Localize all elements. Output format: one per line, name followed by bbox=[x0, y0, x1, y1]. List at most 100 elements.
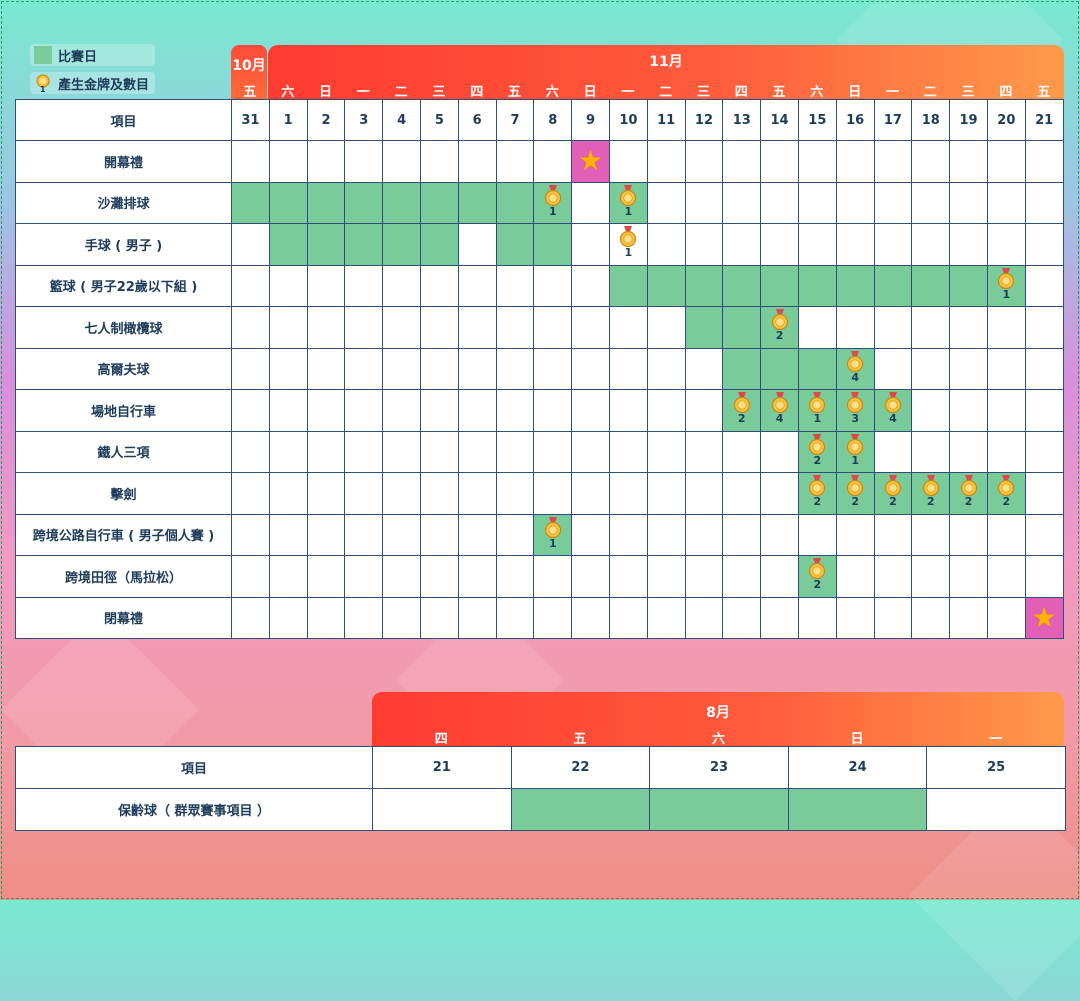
schedule-cell bbox=[760, 264, 799, 307]
legend: 比賽日 1 產生金牌及數目 bbox=[30, 44, 156, 100]
date-cell: 6 bbox=[457, 99, 497, 141]
schedule-cell bbox=[608, 555, 648, 598]
header-item-label: 項目 bbox=[15, 746, 373, 789]
schedule-table-august: 項目 21 22 23 24 25 保齡球（ 群眾賽事項目 ） bbox=[15, 746, 1066, 831]
medal-count: 1 bbox=[851, 453, 859, 467]
gold-medal-icon: 2 bbox=[731, 392, 753, 428]
schedule-cell bbox=[533, 223, 573, 266]
schedule-cell bbox=[510, 788, 651, 831]
date-cell: 21 bbox=[1024, 99, 1064, 141]
schedule-cell bbox=[382, 389, 421, 432]
schedule-cell bbox=[646, 347, 686, 390]
schedule-cell bbox=[306, 555, 346, 598]
schedule-cell bbox=[797, 181, 837, 224]
schedule-cell bbox=[684, 389, 724, 432]
medal-count: 4 bbox=[851, 370, 859, 384]
schedule-cell bbox=[722, 430, 762, 473]
schedule-cell bbox=[873, 596, 913, 639]
event-label: 跨境公路自行車 ( 男子個人賽 ) bbox=[15, 513, 232, 556]
schedule-cell bbox=[457, 513, 497, 556]
schedule-cell bbox=[684, 140, 724, 183]
schedule-cell bbox=[926, 788, 1066, 831]
schedule-cell bbox=[684, 596, 724, 639]
schedule-cell bbox=[268, 430, 308, 473]
schedule-cell bbox=[835, 596, 875, 639]
schedule-cell: 4 bbox=[835, 347, 875, 390]
medal-count: 2 bbox=[851, 495, 859, 509]
schedule-cell bbox=[231, 264, 270, 307]
date-cell: 13 bbox=[722, 99, 762, 141]
schedule-cell bbox=[646, 181, 686, 224]
date-cell: 22 bbox=[510, 746, 651, 789]
date-cell: 8 bbox=[533, 99, 573, 141]
schedule-cell bbox=[571, 306, 610, 349]
schedule-cell bbox=[306, 223, 346, 266]
medal-count: 2 bbox=[813, 495, 822, 509]
schedule-cell bbox=[382, 555, 421, 598]
schedule-cell bbox=[684, 472, 724, 515]
schedule-cell bbox=[722, 513, 762, 556]
event-row: 沙灘排球 1 1 bbox=[15, 181, 1064, 224]
schedule-cell bbox=[457, 223, 497, 266]
schedule-cell bbox=[231, 555, 270, 598]
schedule-cell bbox=[268, 140, 308, 183]
medal-count: 4 bbox=[775, 412, 784, 426]
schedule-cell bbox=[608, 596, 648, 639]
event-label: 場地自行車 bbox=[15, 389, 232, 432]
gold-medal-icon: 1 bbox=[542, 516, 564, 553]
schedule-cell bbox=[344, 306, 384, 349]
schedule-cell bbox=[949, 306, 988, 349]
medal-count: 2 bbox=[813, 578, 822, 592]
schedule-cell bbox=[419, 264, 459, 307]
schedule-cell bbox=[571, 264, 610, 307]
schedule-cell bbox=[835, 264, 875, 307]
schedule-cell bbox=[684, 555, 724, 598]
schedule-cell bbox=[608, 430, 648, 473]
schedule-cell bbox=[382, 596, 421, 639]
gold-medal-icon: 2 bbox=[806, 433, 828, 470]
schedule-cell bbox=[382, 140, 421, 183]
schedule-cell bbox=[911, 430, 951, 473]
schedule-cell bbox=[231, 389, 270, 432]
schedule-cell bbox=[646, 306, 686, 349]
schedule-cell bbox=[722, 472, 762, 515]
schedule-cell bbox=[1024, 430, 1064, 473]
schedule-cell bbox=[306, 513, 346, 556]
schedule-cell bbox=[457, 264, 497, 307]
nov-weekday: 三 bbox=[432, 85, 446, 100]
gold-medal-icon: 1 bbox=[617, 226, 639, 262]
schedule-cell bbox=[231, 430, 270, 473]
schedule-cell bbox=[1024, 181, 1064, 224]
schedule-cell bbox=[684, 306, 724, 349]
schedule-cell bbox=[797, 347, 837, 390]
schedule-cell bbox=[949, 140, 988, 183]
nov-weekday: 一 bbox=[885, 85, 899, 100]
event-row: 場地自行車 2 4 1 3 4 bbox=[15, 389, 1064, 432]
schedule-table-november: 項目 31 1 2 3 4 5 6 7 8 9 10 11 12 13 14 15 16 17 18 19 20 21 開幕禮… bbox=[15, 99, 1064, 639]
gold-medal-icon: 4 bbox=[769, 392, 791, 428]
schedule-cell bbox=[495, 181, 535, 224]
schedule-cell bbox=[797, 513, 837, 556]
schedule-cell bbox=[533, 389, 573, 432]
date-cell: 31 bbox=[231, 99, 270, 141]
schedule-cell bbox=[571, 555, 610, 598]
schedule-cell bbox=[949, 596, 988, 639]
schedule-cell bbox=[344, 472, 384, 515]
schedule-cell bbox=[231, 596, 270, 639]
schedule-cell bbox=[306, 389, 346, 432]
event-label: 閉幕禮 bbox=[15, 596, 232, 639]
schedule-cell bbox=[722, 555, 762, 598]
schedule-cell bbox=[382, 430, 421, 473]
schedule-cell bbox=[787, 788, 928, 831]
event-label: 沙灘排球 bbox=[15, 181, 232, 224]
schedule-cell bbox=[684, 347, 724, 390]
schedule-cell bbox=[986, 430, 1026, 473]
event-row: 閉幕禮 ★ bbox=[15, 596, 1064, 639]
schedule-cell bbox=[608, 472, 648, 515]
schedule-cell bbox=[1024, 347, 1064, 390]
event-row: 開幕禮 ★ bbox=[15, 140, 1064, 183]
schedule-cell bbox=[986, 181, 1026, 224]
schedule-cell bbox=[1024, 472, 1064, 515]
schedule-cell: ★ bbox=[571, 140, 610, 183]
schedule-cell bbox=[1024, 555, 1064, 598]
